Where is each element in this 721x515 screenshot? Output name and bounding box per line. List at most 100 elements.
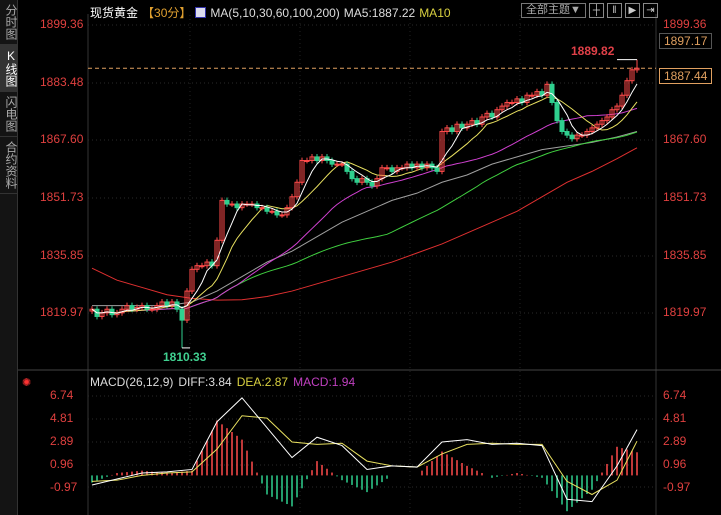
candle <box>619 94 625 107</box>
dea-line <box>91 415 638 496</box>
candle <box>444 127 450 132</box>
candle <box>274 210 280 216</box>
candle <box>164 301 170 307</box>
candle <box>299 160 305 183</box>
candle <box>534 91 540 96</box>
theme-dropdown[interactable]: 全部主题▼ <box>521 3 586 18</box>
ma-params: MA(5,10,30,60,100,200) <box>210 5 340 20</box>
candle <box>149 308 155 311</box>
period-label[interactable]: 【30分】 <box>142 6 192 20</box>
candle <box>524 94 530 103</box>
candle <box>624 80 630 96</box>
candle <box>184 290 190 321</box>
candle <box>314 156 320 162</box>
diff-value: DIFF:3.84 <box>178 375 232 389</box>
candle <box>459 123 465 129</box>
candle <box>594 123 600 129</box>
candle-width-icon[interactable]: ‖ <box>606 3 622 18</box>
dea-value: DEA:2.87 <box>236 375 289 389</box>
candle <box>609 109 615 118</box>
candle <box>599 120 605 125</box>
y-label-left: 1819.97 <box>40 305 84 319</box>
y-label-left: 1899.36 <box>40 17 84 31</box>
candle <box>289 196 295 209</box>
candle <box>634 67 640 71</box>
low-label: 1810.33 <box>163 350 207 364</box>
candle <box>329 160 335 165</box>
candle <box>514 98 520 103</box>
ma100-line <box>92 131 638 307</box>
candle <box>574 134 580 140</box>
candle <box>544 83 550 96</box>
macd-label-left: -0.97 <box>50 480 78 494</box>
candle <box>389 167 395 172</box>
candle <box>614 105 620 111</box>
y-label-right: 1835.85 <box>663 248 707 262</box>
macd-title: MACD(26,12,9) <box>90 375 174 389</box>
tab-intraday[interactable]: 分时图 <box>0 0 18 45</box>
tab-contract-info[interactable]: 合约资料 <box>0 137 18 194</box>
candle <box>629 69 635 82</box>
y-label-right: 1851.73 <box>663 190 707 204</box>
candle <box>279 214 285 217</box>
high-label: 1889.82 <box>571 44 615 58</box>
y-label-right: 1819.97 <box>663 305 707 319</box>
candle <box>479 116 485 125</box>
macd-label-left: 6.74 <box>50 388 74 402</box>
ma60-line <box>91 131 638 314</box>
candle <box>559 120 565 132</box>
candle <box>264 207 270 212</box>
candle <box>509 101 515 104</box>
macd-label-left: 4.81 <box>50 411 74 425</box>
macd-label-right: 2.89 <box>663 434 687 448</box>
macd-value: MACD:1.94 <box>293 375 356 389</box>
macd-label-right: 4.81 <box>663 411 687 425</box>
candle <box>359 178 365 183</box>
candle <box>554 101 560 122</box>
y-label-left: 1851.73 <box>40 190 84 204</box>
candle <box>494 109 500 118</box>
candle <box>604 116 610 122</box>
candle <box>374 178 380 187</box>
tab-flash[interactable]: 闪电图 <box>0 92 18 137</box>
candle <box>199 265 205 268</box>
tab-kline[interactable]: K线图 <box>0 45 18 92</box>
candle <box>269 210 275 213</box>
current-price-box: 1887.44 <box>659 68 713 84</box>
exit-icon[interactable]: ⇥ <box>642 3 658 18</box>
macd-header: MACD(26,12,9) DIFF:3.84 DEA:2.87 MACD:1.… <box>90 375 355 389</box>
ma-chart-icon[interactable] <box>195 7 207 18</box>
candle <box>204 261 210 267</box>
candle <box>344 163 350 172</box>
candle <box>334 163 340 166</box>
candle <box>449 127 455 132</box>
y-label-left: 1883.48 <box>40 75 84 89</box>
y-label-right: 1867.60 <box>663 132 707 146</box>
chart-header: 现货黄金 【30分】 MA(5,10,30,60,100,200) MA5:18… <box>90 4 451 21</box>
candle <box>309 156 315 162</box>
candle <box>124 305 130 310</box>
candle <box>384 167 390 170</box>
candle <box>539 91 545 96</box>
candle <box>369 181 375 187</box>
crosshair-icon[interactable]: ┼ <box>588 3 604 18</box>
ma10-line <box>91 96 638 314</box>
macd-label-left: 0.96 <box>50 457 74 471</box>
candle <box>589 127 595 132</box>
indicator-settings-icon[interactable]: ✺ <box>22 377 32 389</box>
candle <box>304 160 310 163</box>
diff-line <box>91 397 638 503</box>
ma5-value: MA5:1887.22 <box>343 5 416 20</box>
candle <box>234 203 240 209</box>
y-label-left: 1835.85 <box>40 248 84 262</box>
play-icon[interactable]: ▶ <box>624 3 640 18</box>
ma200-line <box>91 147 638 301</box>
candle <box>229 203 235 206</box>
macd-label-left: 2.89 <box>50 434 74 448</box>
price-box-top: 1897.17 <box>659 33 713 49</box>
ma30-line <box>91 107 638 314</box>
y-label-right: 1899.36 <box>663 17 707 31</box>
sidebar: 分时图 K线图 闪电图 合约资料 <box>0 0 18 515</box>
candle <box>354 178 360 183</box>
